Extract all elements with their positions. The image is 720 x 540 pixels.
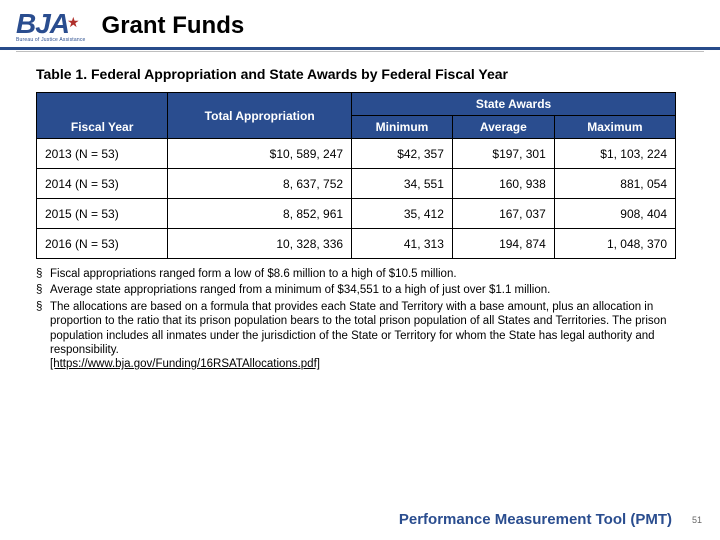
cell-min: 41, 313: [352, 229, 453, 259]
table-row: 2016 (N = 53) 10, 328, 336 41, 313 194, …: [37, 229, 676, 259]
cell-max: 908, 404: [554, 199, 675, 229]
col-fiscal-year: Fiscal Year: [37, 93, 168, 139]
table-caption: Table 1. Federal Appropriation and State…: [36, 66, 684, 82]
page-title: Grant Funds: [102, 12, 245, 40]
cell-avg: 167, 037: [452, 199, 554, 229]
cell-fy: 2015 (N = 53): [37, 199, 168, 229]
col-state-awards: State Awards: [352, 93, 676, 116]
list-item: § Fiscal appropriations ranged form a lo…: [36, 267, 676, 281]
slide: BJA★ Bureau of Justice Assistance Grant …: [0, 0, 720, 540]
col-average: Average: [452, 116, 554, 139]
logo-main: BJA: [16, 8, 69, 39]
table-row: 2013 (N = 53) $10, 589, 247 $42, 357 $19…: [37, 139, 676, 169]
cell-max: 881, 054: [554, 169, 675, 199]
bullet-text: Average state appropriations ranged from…: [50, 283, 676, 297]
col-minimum: Minimum: [352, 116, 453, 139]
col-total-approp: Total Appropriation: [168, 93, 352, 139]
cell-avg: 194, 874: [452, 229, 554, 259]
table-body: 2013 (N = 53) $10, 589, 247 $42, 357 $19…: [37, 139, 676, 259]
allocations-link[interactable]: [https://www.bja.gov/Funding/16RSATAlloc…: [50, 358, 320, 370]
cell-fy: 2014 (N = 53): [37, 169, 168, 199]
slide-footer: Performance Measurement Tool (PMT) 51: [0, 511, 720, 528]
cell-max: 1, 048, 370: [554, 229, 675, 259]
cell-approp: 8, 637, 752: [168, 169, 352, 199]
list-item: § The allocations are based on a formula…: [36, 300, 676, 372]
list-item: § Average state appropriations ranged fr…: [36, 283, 676, 297]
slide-header: BJA★ Bureau of Justice Assistance Grant …: [0, 0, 720, 50]
cell-approp: 8, 852, 961: [168, 199, 352, 229]
bullet-text: The allocations are based on a formula t…: [50, 300, 676, 372]
bullet-text: Fiscal appropriations ranged form a low …: [50, 267, 676, 281]
cell-fy: 2016 (N = 53): [37, 229, 168, 259]
table-row: 2015 (N = 53) 8, 852, 961 35, 412 167, 0…: [37, 199, 676, 229]
bullet-marker-icon: §: [36, 300, 50, 372]
cell-min: $42, 357: [352, 139, 453, 169]
bullet-list: § Fiscal appropriations ranged form a lo…: [36, 267, 676, 372]
cell-min: 35, 412: [352, 199, 453, 229]
bja-logo: BJA★ Bureau of Justice Assistance: [16, 8, 86, 43]
bullet-marker-icon: §: [36, 283, 50, 297]
cell-avg: 160, 938: [452, 169, 554, 199]
cell-approp: $10, 589, 247: [168, 139, 352, 169]
logo-subtitle: Bureau of Justice Assistance: [16, 38, 86, 43]
cell-approp: 10, 328, 336: [168, 229, 352, 259]
cell-min: 34, 551: [352, 169, 453, 199]
cell-fy: 2013 (N = 53): [37, 139, 168, 169]
content-area: Table 1. Federal Appropriation and State…: [0, 52, 720, 372]
table-row: 2014 (N = 53) 8, 637, 752 34, 551 160, 9…: [37, 169, 676, 199]
cell-avg: $197, 301: [452, 139, 554, 169]
footer-title: Performance Measurement Tool (PMT): [399, 511, 672, 528]
cell-max: $1, 103, 224: [554, 139, 675, 169]
bullet-marker-icon: §: [36, 267, 50, 281]
appropriation-table: Fiscal Year Total Appropriation State Aw…: [36, 92, 676, 259]
page-number: 51: [692, 515, 702, 525]
logo-star-icon: ★: [67, 14, 80, 30]
col-maximum: Maximum: [554, 116, 675, 139]
bullet-text-3: The allocations are based on a formula t…: [50, 301, 666, 356]
